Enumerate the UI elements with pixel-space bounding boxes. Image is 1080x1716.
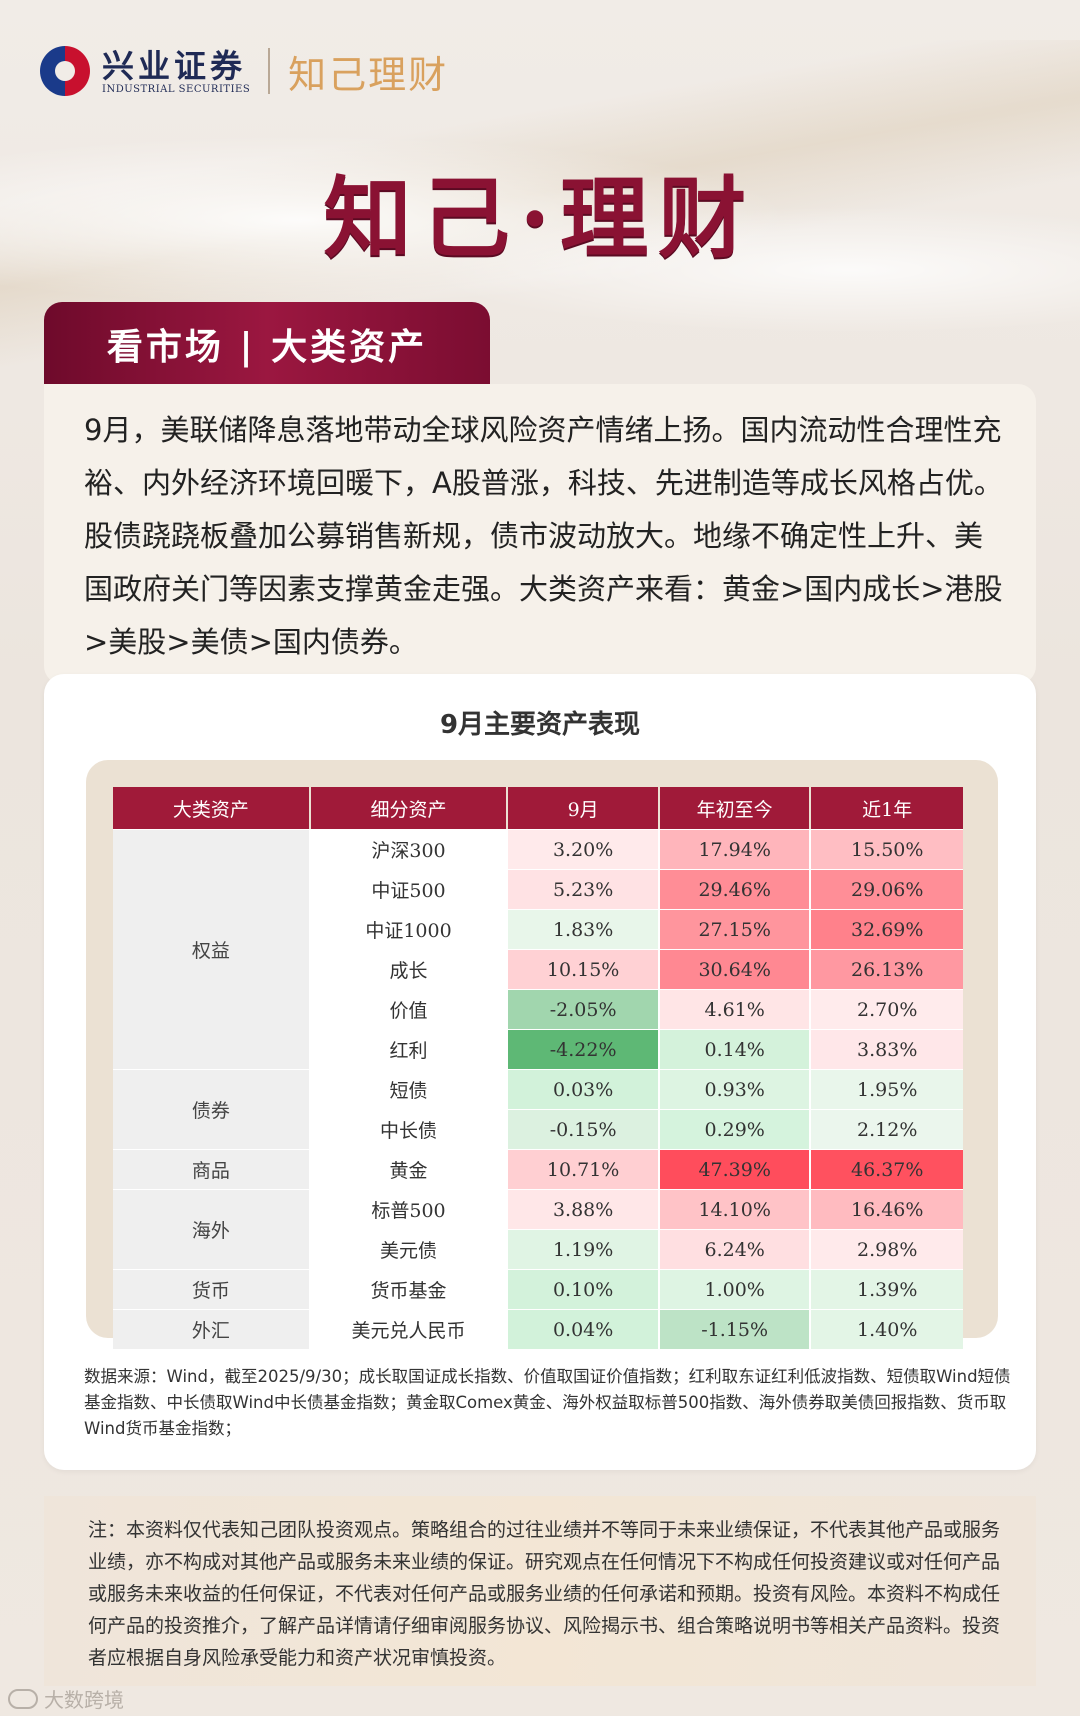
brand-logo-icon: [40, 46, 90, 96]
table-header-row: 大类资产 细分资产 9月 年初至今 近1年: [113, 787, 963, 829]
september-cell: 3.20%: [508, 829, 660, 869]
brand: 兴业证券 INDUSTRIAL SECURITIES: [102, 48, 250, 95]
sub-brand: 知己理财: [288, 52, 449, 97]
table-row: 外汇 美元兑人民币 0.04% -1.15% 1.40%: [113, 1309, 963, 1349]
header-1y: 近1年: [811, 787, 963, 829]
table-title: 9月主要资产表现: [439, 710, 641, 740]
one-year-cell: 32.69%: [811, 909, 963, 949]
asset-cell: 货币基金: [310, 1269, 509, 1309]
header-ytd: 年初至今: [659, 787, 812, 829]
table-frame: 大类资产 细分资产 9月 年初至今 近1年 权益 沪深300 3.20% 17.94%…: [86, 760, 998, 1349]
september-cell: 0.03%: [508, 1069, 660, 1109]
table-row: 商品 黄金 10.71% 47.39% 46.37%: [113, 1149, 963, 1189]
performance-card: 9月主要资产表现 大类资产 细分资产 9月 年初至今 近1年 权益 沪深300 3.…: [44, 674, 1036, 1470]
ytd-cell: 6.24%: [659, 1229, 812, 1269]
category-cell: 商品: [113, 1149, 311, 1189]
asset-cell: 中证500: [310, 869, 509, 909]
table-row: 中证1000 1.83% 27.15% 32.69%: [113, 909, 963, 949]
header-divider: [268, 48, 271, 94]
ytd-cell: 14.10%: [659, 1189, 812, 1229]
ytd-cell: 1.00%: [659, 1269, 812, 1309]
hero-title: 知己·理财: [323, 166, 757, 270]
watermark: 大数跨境: [8, 1684, 124, 1713]
ytd-cell: 4.61%: [659, 989, 812, 1029]
data-source-note: 数据来源：Wind，截至2025/9/30；成长取国证成长指数、价值取国证价值指…: [84, 1367, 1011, 1438]
asset-cell: 成长: [310, 949, 509, 989]
asset-cell: 标普500: [310, 1189, 509, 1229]
one-year-cell: 3.83%: [811, 1029, 963, 1069]
september-cell: 1.19%: [508, 1229, 660, 1269]
september-cell: 3.88%: [508, 1189, 660, 1229]
category-cell: 货币: [113, 1269, 311, 1309]
september-cell: -2.05%: [508, 989, 660, 1029]
header-category: 大类资产: [113, 787, 311, 829]
one-year-cell: 2.12%: [811, 1109, 963, 1149]
asset-cell: 中长债: [310, 1109, 509, 1149]
asset-cell: 美元兑人民币: [310, 1309, 509, 1349]
ytd-cell: 47.39%: [659, 1149, 812, 1189]
september-cell: 10.15%: [508, 949, 660, 989]
asset-cell: 红利: [310, 1029, 509, 1069]
one-year-cell: 46.37%: [811, 1149, 963, 1189]
category-cell: 权益: [113, 829, 311, 1069]
september-cell: 0.04%: [508, 1309, 660, 1349]
asset-cell: 美元债: [310, 1229, 509, 1269]
asset-cell: 短债: [310, 1069, 509, 1109]
intro-text: 9月，美联储降息落地带动全球风险资产情绪上扬。国内流动性合理性充裕、内外经济环境…: [84, 413, 1003, 659]
table-row: 海外 标普500 3.88% 14.10% 16.46%: [113, 1189, 963, 1269]
section-banner: 看市场 | 大类资产: [44, 302, 490, 386]
table-row: 成长 10.15% 30.64% 26.13%: [113, 949, 963, 989]
ytd-cell: 0.14%: [659, 1029, 812, 1069]
one-year-cell: 2.70%: [811, 989, 963, 1029]
one-year-cell: 1.95%: [811, 1069, 963, 1109]
one-year-cell: 26.13%: [811, 949, 963, 989]
intro-card: 9月，美联储降息落地带动全球风险资产情绪上扬。国内流动性合理性充裕、内外经济环境…: [44, 384, 1036, 684]
ytd-cell: 29.46%: [659, 869, 812, 909]
ytd-cell: -1.15%: [659, 1309, 812, 1349]
watermark-icon: [8, 1688, 38, 1709]
ytd-cell: 0.93%: [659, 1069, 812, 1109]
category-cell: 海外: [113, 1189, 311, 1269]
one-year-cell: 15.50%: [811, 829, 963, 869]
asset-cell: 中证1000: [310, 909, 509, 949]
one-year-cell: 29.06%: [811, 869, 963, 909]
asset-cell: 价值: [310, 989, 509, 1029]
header-september: 9月: [508, 787, 660, 829]
disclaimer-text: 注：本资料仅代表知己团队投资观点。策略组合的过往业绩并不等同于未来业绩保证，不代…: [88, 1519, 1001, 1669]
september-cell: -4.22%: [508, 1029, 660, 1069]
table-row: 权益 沪深300 3.20% 17.94% 15.50%: [113, 829, 963, 1069]
brand-name-en: INDUSTRIAL SECURITIES: [102, 83, 251, 95]
table-row: 中长债 -0.15% 0.29% 2.12%: [113, 1109, 963, 1149]
category-cell: 债券: [113, 1069, 311, 1149]
september-cell: -0.15%: [508, 1109, 660, 1149]
table-body: 权益 沪深300 3.20% 17.94% 15.50% 中证500 5.23% 29.46%…: [113, 829, 963, 1349]
september-cell: 1.83%: [508, 909, 660, 949]
table-row: 货币 货币基金 0.10% 1.00% 1.39%: [113, 1269, 963, 1309]
brand-name-cn: 兴业证券: [102, 46, 247, 85]
ytd-cell: 17.94%: [659, 829, 812, 869]
asset-cell: 沪深300: [310, 829, 509, 869]
one-year-cell: 2.98%: [811, 1229, 963, 1269]
watermark-text: 大数跨境: [44, 1688, 124, 1712]
performance-table: 大类资产 细分资产 9月 年初至今 近1年 权益 沪深300 3.20% 17.94%…: [113, 787, 963, 1349]
ytd-cell: 0.29%: [659, 1109, 812, 1149]
september-cell: 0.10%: [508, 1269, 660, 1309]
one-year-cell: 1.40%: [811, 1309, 963, 1349]
september-cell: 5.23%: [508, 869, 660, 909]
asset-cell: 黄金: [310, 1149, 509, 1189]
category-cell: 外汇: [113, 1309, 311, 1349]
table-row: 美元债 1.19% 6.24% 2.98%: [113, 1229, 963, 1269]
ytd-cell: 27.15%: [659, 909, 812, 949]
header: 兴业证券 INDUSTRIAL SECURITIES 知己理财: [40, 40, 448, 102]
september-cell: 10.71%: [508, 1149, 660, 1189]
table-row: 红利 -4.22% 0.14% 3.83%: [113, 1029, 963, 1069]
header-asset: 细分资产: [310, 787, 509, 829]
table-row: 债券 短债 0.03% 0.93% 1.95%: [113, 1069, 963, 1149]
one-year-cell: 1.39%: [811, 1269, 963, 1309]
disclaimer-box: 注：本资料仅代表知己团队投资观点。策略组合的过往业绩并不等同于未来业绩保证，不代…: [44, 1496, 1036, 1686]
table-row: 中证500 5.23% 29.46% 29.06%: [113, 869, 963, 909]
table-row: 价值 -2.05% 4.61% 2.70%: [113, 989, 963, 1029]
ytd-cell: 30.64%: [659, 949, 812, 989]
one-year-cell: 16.46%: [811, 1189, 963, 1229]
